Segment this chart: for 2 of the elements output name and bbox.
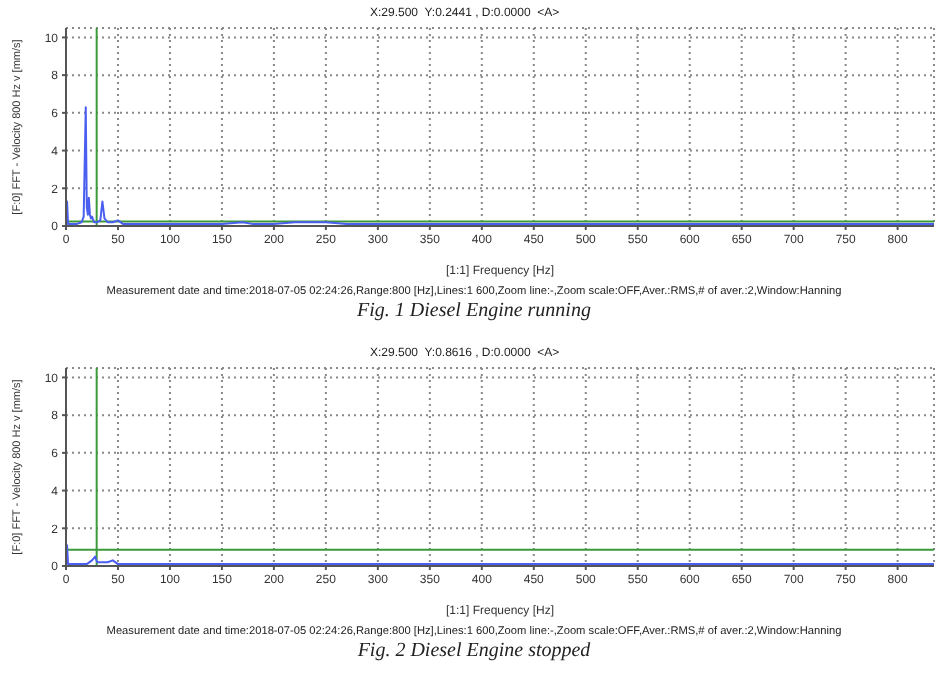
- text: Fig. 1 Diesel Engine running: [355, 300, 593, 322]
- text: Fig. 2 Diesel Engine stopped: [355, 640, 593, 662]
